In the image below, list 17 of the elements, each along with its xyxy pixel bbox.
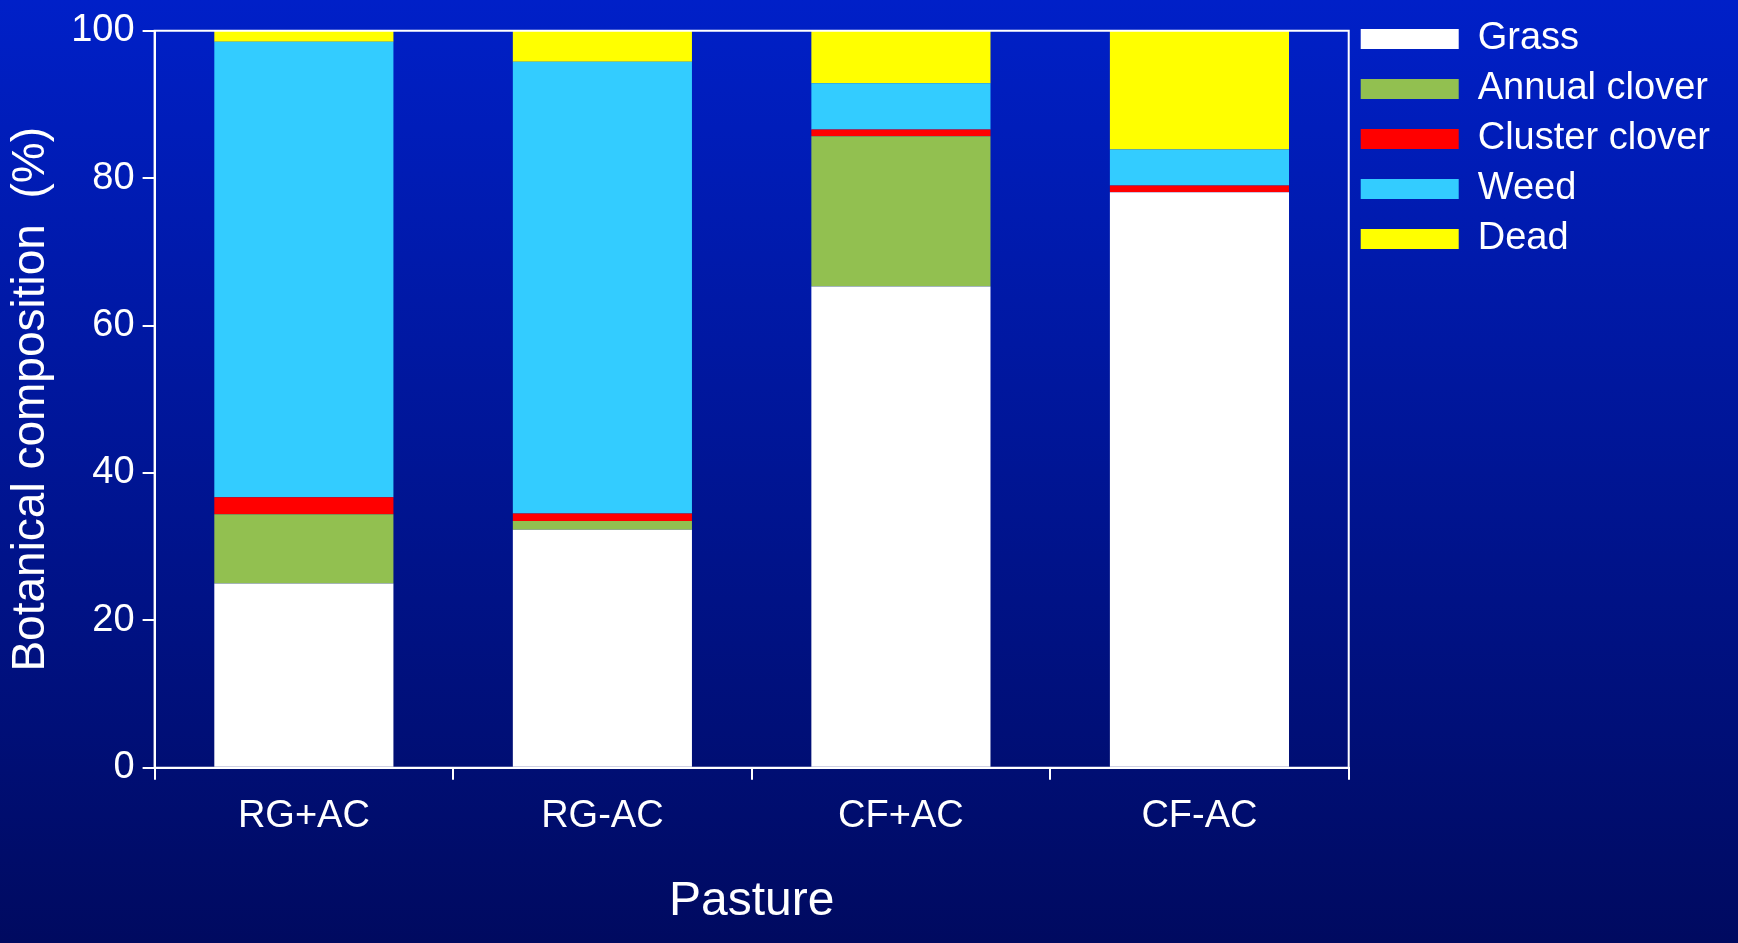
y-tick-label: 80: [92, 154, 135, 197]
x-tick-label: CF-AC: [1141, 793, 1258, 836]
x-tick-label: CF+AC: [838, 793, 964, 836]
x-tick-label: RG+AC: [237, 793, 370, 836]
y-tick-label: 40: [92, 449, 135, 492]
y-tick-label: 0: [113, 744, 135, 787]
y-tick-label: 60: [92, 302, 135, 345]
y-axis-title: Botanical composition (%): [2, 127, 55, 672]
legend-label: Annual clover: [1477, 65, 1709, 108]
y-tick-label: 20: [92, 596, 135, 639]
x-tick-label: RG-AC: [541, 793, 664, 836]
legend-label: Grass: [1477, 15, 1580, 58]
y-tick-label: 100: [71, 7, 135, 50]
x-axis-title: Pasture: [668, 872, 835, 926]
legend-label: Dead: [1477, 215, 1569, 258]
legend-label: Cluster clover: [1477, 115, 1711, 158]
legend-label: Weed: [1477, 165, 1577, 208]
